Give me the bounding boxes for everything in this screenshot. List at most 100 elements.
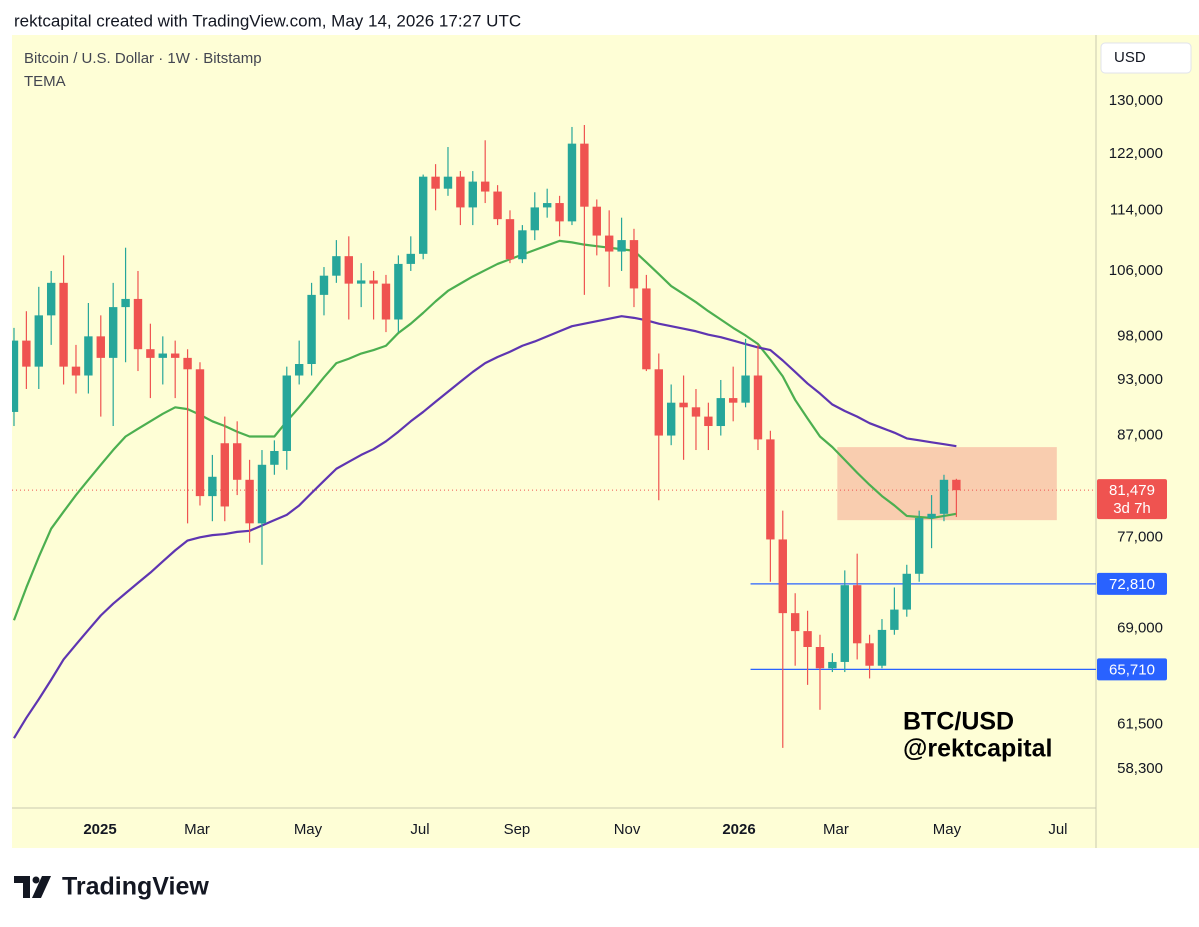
candle-body [431,176,440,189]
candle-body [22,340,31,367]
candle-body [815,647,825,669]
candle-body [356,280,366,284]
candle-body [456,176,465,208]
candle-body [902,573,911,610]
x-tick-label: May [294,821,323,838]
candle-body [555,203,564,222]
indicator-line [12,239,957,621]
candle-body [927,513,936,519]
candle-body [766,439,775,540]
candle-body [890,609,899,630]
y-tick-label: 114,000 [1110,201,1163,218]
candle-body [716,398,725,427]
y-tick-label: 93,000 [1117,371,1163,388]
candle-body [257,464,267,524]
y-tick-label: 87,000 [1117,427,1163,444]
y-tick-label: 130,000 [1109,92,1163,109]
y-tick-label: 58,300 [1117,760,1163,777]
logo-shape [32,876,40,884]
candle-body [480,181,490,192]
candle-body [220,443,229,507]
indicator-line [13,315,957,739]
x-tick-label: 2026 [722,821,755,838]
candle-body [493,191,502,220]
candle-body [406,253,415,264]
candle-body [71,366,81,376]
candle-body [642,288,651,370]
candle-body [567,143,577,222]
candle-body [914,518,924,574]
candle-body [778,539,787,614]
candle-body [803,631,812,648]
currency-button[interactable] [1100,42,1192,74]
candle-body [146,349,155,358]
x-tick-label: Sep [504,821,531,838]
candle-body [939,479,949,514]
x-tick-label: 2025 [83,821,116,838]
candle-body [195,369,205,497]
candle-body [728,398,738,403]
y-tick-label: 61,500 [1117,716,1163,733]
candle-body [877,629,887,666]
candle-body [319,275,329,295]
level-label-box [1097,572,1167,595]
candle-body [518,230,527,260]
x-tick-label: Mar [823,821,849,838]
y-tick-label: 106,000 [1109,262,1163,279]
chart-title: Bitcoin / U.S. Dollar · 1W · Bitstamp [24,50,262,67]
candle-body [232,443,242,480]
y-tick-label: 69,000 [1117,620,1163,637]
candle-body [468,181,477,208]
annotation: @rektcapital [903,735,1052,763]
candle-body [381,283,391,320]
candle-body [121,298,130,308]
candle-body [530,207,539,231]
candle-body [170,353,180,358]
candle-body [790,613,800,632]
plot-area [12,124,1096,748]
header: rektcapital created with TradingView.com… [14,11,521,30]
candle-body [691,407,701,417]
candle-body [208,476,217,497]
y-tick-label: 77,000 [1117,528,1163,545]
x-tick-label: May [933,821,962,838]
x-tick-label: Jul [1048,821,1067,838]
candle-body [741,375,750,403]
candle-body [46,282,56,316]
candle-body [394,263,403,320]
candle-body [865,643,874,666]
brand-name: TradingView [62,873,209,901]
countdown-label: 3d 7h [1113,500,1151,517]
y-tick-label: 98,000 [1117,327,1163,344]
candle-body [133,298,143,350]
candle-body [369,280,378,284]
candle-body [84,336,93,376]
candle-body [629,240,639,289]
candle-body [245,479,254,524]
candle-body [840,585,849,662]
candle-body [505,219,515,260]
last-price-box [1097,479,1167,520]
candle-body [704,416,713,427]
candle-body [307,294,316,365]
candle-body [580,143,589,207]
x-tick-label: Mar [184,821,210,838]
annotation: BTC/USD [903,708,1014,736]
candle-body [679,402,688,408]
candle-body [270,451,279,465]
candle-body [753,375,763,440]
y-tick-label: 122,000 [1109,145,1163,162]
level-label: 72,810 [1109,576,1155,593]
brand-logo [14,876,51,898]
candle-body [96,336,105,358]
last-price-label: 81,479 [1109,482,1155,499]
logo-shape [32,876,51,898]
candle-body [852,585,862,644]
candle-body [418,176,428,254]
candle-body [294,364,304,376]
candle-body [828,661,837,669]
candle-body [617,240,626,252]
candle-body [183,357,192,370]
candle-body [666,402,676,436]
